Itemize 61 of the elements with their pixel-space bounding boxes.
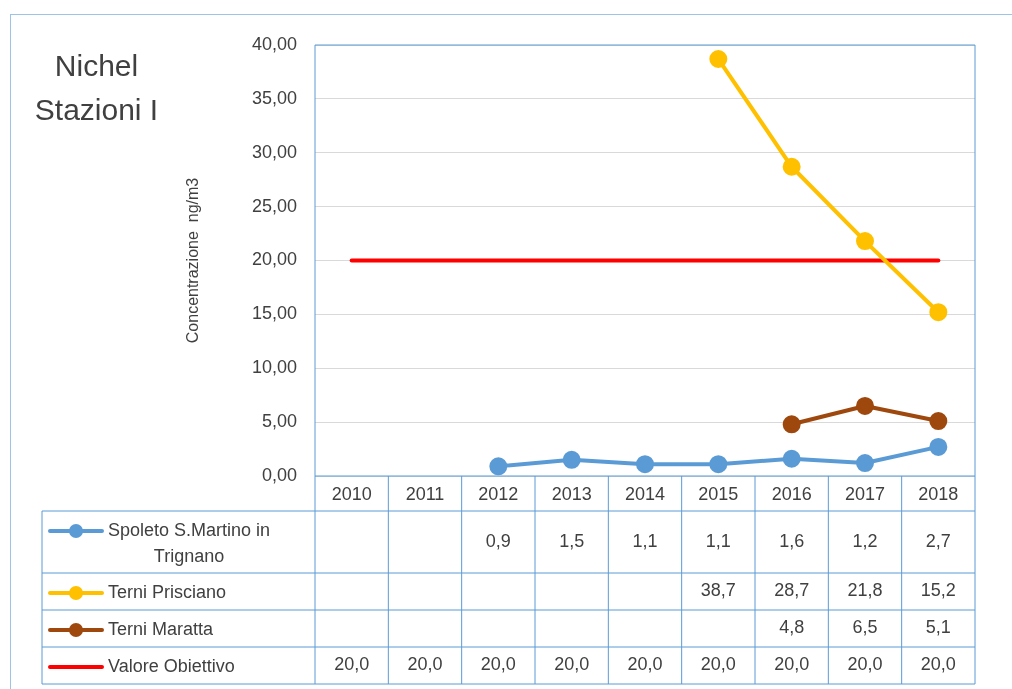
- data-label: 20,0: [700, 654, 736, 675]
- point: [856, 396, 874, 415]
- y-tick-label: 5,00: [261, 411, 297, 432]
- text: Nichel Stazioni I: [33, 48, 160, 128]
- y-tick-label: 30,00: [251, 141, 297, 162]
- data-label: 20,0: [480, 654, 516, 675]
- point: [782, 449, 801, 468]
- data-label: 15,2: [920, 580, 956, 601]
- x-tick-label: 2016: [771, 483, 812, 504]
- x-tick-label: 2015: [698, 483, 739, 504]
- data-label: 20,0: [847, 654, 883, 675]
- data-label: 1,2: [852, 530, 878, 551]
- x-tick-label: 2012: [478, 483, 519, 504]
- y-tick-label: 20,00: [251, 249, 297, 270]
- data-label: 1,1: [705, 530, 731, 551]
- point: [929, 412, 948, 431]
- point: [562, 450, 581, 469]
- data-label: 20,0: [407, 654, 443, 675]
- y-tick-label: 40,00: [251, 33, 297, 54]
- point: [709, 455, 728, 474]
- data-label: 1,1: [632, 530, 658, 551]
- legend-label: Terni Maratta: [108, 618, 215, 639]
- y-tick-label: 10,00: [251, 357, 297, 378]
- data-label: 20,0: [920, 654, 956, 675]
- data-label: 20,0: [774, 654, 810, 675]
- point: [709, 50, 728, 69]
- data-label: 0,9: [485, 530, 511, 551]
- data-label: 4,8: [779, 617, 805, 638]
- legend-label: Terni Prisciano: [108, 581, 227, 602]
- legend-label: Valore Obiettivo: [108, 655, 235, 676]
- y-tick-label: 35,00: [251, 87, 297, 108]
- data-label: 2,7: [925, 530, 951, 551]
- x-tick-label: 2014: [624, 483, 666, 504]
- x-tick-label: 2013: [551, 483, 592, 504]
- data-label: 20,0: [554, 654, 590, 675]
- data-label: 28,7: [774, 580, 810, 601]
- y-tick-label: 25,00: [251, 195, 297, 216]
- y-tick-label: 15,00: [251, 303, 297, 324]
- point: [636, 455, 654, 474]
- data-label: 21,8: [847, 580, 883, 601]
- point: [782, 415, 801, 434]
- data-label: 38,7: [700, 580, 736, 601]
- data-label: 6,5: [852, 617, 878, 638]
- data-label: 1,6: [779, 530, 805, 551]
- data-label: 1,5: [559, 530, 585, 551]
- x-tick-label: 2018: [918, 483, 959, 504]
- y-tick-label: 0,00: [261, 464, 297, 485]
- point: [929, 437, 948, 456]
- point: [929, 303, 948, 322]
- x-tick-label: 2011: [405, 483, 445, 504]
- data-label: 5,1: [925, 617, 951, 638]
- x-tick-label: 2010: [331, 483, 372, 504]
- data-label: 20,0: [334, 654, 370, 675]
- point: [856, 454, 874, 473]
- point: [489, 457, 508, 476]
- point: [856, 232, 874, 251]
- y-axis-title: Concentrazione ng/m3: [184, 177, 202, 344]
- legend-label: Spoleto S.Martino in Trignano: [108, 519, 271, 566]
- point: [782, 157, 801, 176]
- data-label: 20,0: [627, 654, 663, 675]
- x-tick-label: 2017: [844, 483, 886, 504]
